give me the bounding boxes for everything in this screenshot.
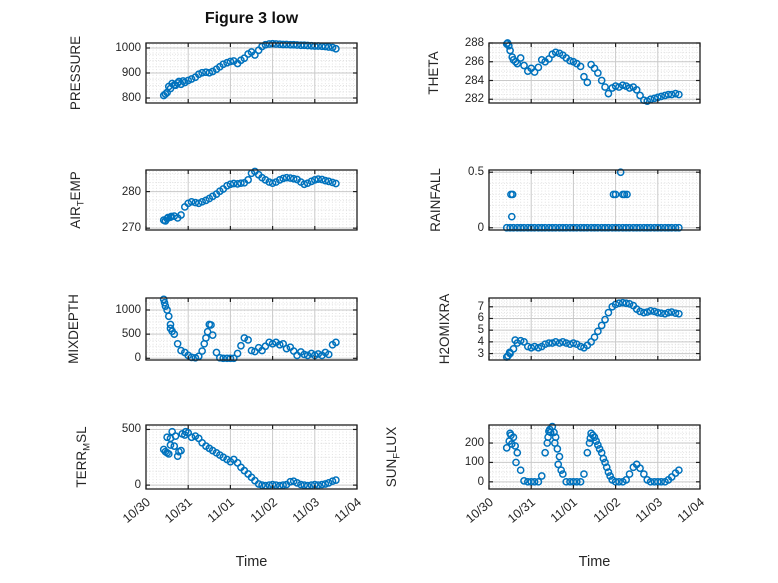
x-axis-label-left: Time: [235, 554, 268, 570]
y-tick-label-h2omixra: 6: [477, 312, 484, 325]
y-tick-label-mixdepth: 0: [134, 352, 141, 365]
y-tick-label-theta: 284: [464, 74, 484, 87]
y-tick-label-airtemp: 270: [121, 222, 141, 235]
y-tick-label-terrmsl: 500: [121, 423, 141, 436]
y-tick-label-h2omixra: 7: [477, 300, 484, 313]
y-tick-label-terrmsl: 0: [134, 479, 141, 492]
y-tick-label-h2omixra: 5: [477, 324, 484, 337]
y-tick-label-rainfall: 0.5: [468, 166, 484, 179]
y-tick-label-airtemp: 280: [121, 185, 141, 198]
y-tick-label-sunflux: 200: [464, 437, 484, 450]
y-tick-label-sunflux: 100: [464, 456, 484, 469]
y-tick-label-theta: 282: [464, 93, 484, 106]
y-axis-label-terrmsl: TERRMSL: [74, 426, 93, 488]
y-tick-label-h2omixra: 3: [477, 347, 484, 360]
y-tick-label-mixdepth: 1000: [115, 303, 141, 316]
y-tick-label-theta: 286: [464, 55, 484, 68]
y-tick-label-theta: 288: [464, 37, 484, 49]
y-tick-label-pressure: 800: [121, 92, 141, 104]
y-tick-label-sunflux: 0: [477, 475, 484, 488]
y-axis-label-h2omixra: H2OMIXRA: [437, 293, 452, 365]
figure-title: Figure 3 low: [204, 10, 299, 27]
y-tick-label-rainfall: 0: [477, 221, 484, 234]
y-tick-label-h2omixra: 4: [477, 335, 484, 348]
y-tick-label-pressure: 1000: [115, 42, 141, 54]
x-axis-label-right: Time: [578, 554, 611, 570]
y-axis-label-sunflux: SUNFLUX: [384, 426, 403, 488]
y-tick-label-mixdepth: 500: [121, 328, 141, 341]
y-tick-label-pressure: 900: [121, 67, 141, 79]
